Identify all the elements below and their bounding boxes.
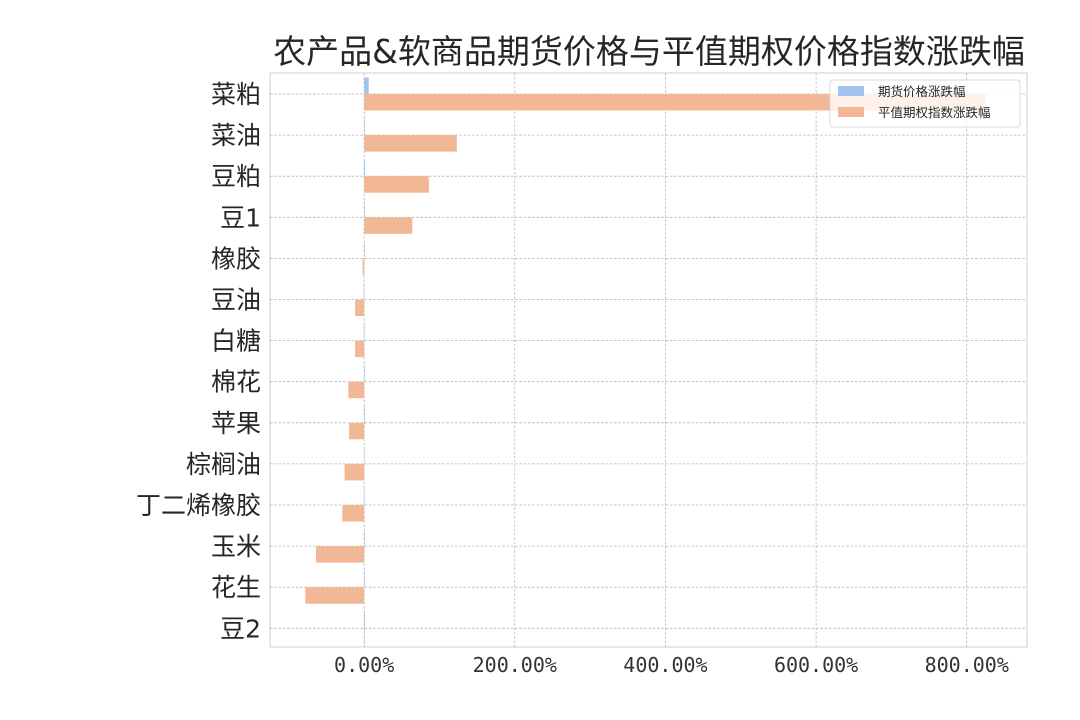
bar-futures	[363, 283, 365, 300]
bar-option	[364, 217, 413, 234]
category-label: 橡胶	[211, 244, 261, 273]
x-axis-ticks: 0.00% 200.00% 400.00% 600.00% 800.00%	[334, 653, 1009, 677]
bar-futures	[364, 241, 365, 259]
category-label: 苹果	[211, 409, 261, 438]
x-tick-label: 0.00%	[334, 653, 394, 677]
x-tick-label: 800.00%	[925, 653, 1009, 677]
category-label: 花生	[211, 573, 261, 602]
chart-title: 农产品&软商品期货价格与平值期权价格指数涨跌幅	[273, 32, 1025, 71]
category-label: 丁二烯橡胶	[136, 491, 261, 520]
category-label: 棕榈油	[186, 450, 261, 479]
legend-swatch	[838, 107, 864, 117]
bar-futures	[364, 611, 365, 629]
bar-option	[342, 505, 365, 522]
bar-futures	[364, 118, 365, 136]
bar-option	[362, 258, 365, 275]
category-label: 白糖	[211, 327, 261, 356]
bar-option	[364, 628, 365, 645]
bar-option	[349, 422, 365, 440]
category-label: 菜粕	[211, 80, 261, 109]
bar-futures	[363, 488, 365, 505]
bar-futures	[364, 200, 365, 218]
bar-option	[348, 381, 365, 399]
bar-futures	[364, 77, 369, 94]
x-tick-label: 600.00%	[774, 653, 858, 677]
bar-futures	[364, 406, 365, 423]
bar-futures	[364, 159, 366, 177]
x-tick-label: 200.00%	[473, 653, 557, 677]
bar-option	[364, 135, 457, 152]
bar-option	[315, 546, 365, 563]
x-tick-label: 400.00%	[623, 653, 707, 677]
category-label: 棉花	[211, 368, 261, 397]
bar-option	[305, 587, 365, 604]
bar-option	[344, 463, 365, 481]
legend-swatch	[838, 86, 864, 96]
bar-option	[364, 176, 429, 193]
bar-futures	[364, 570, 365, 588]
plot-area	[269, 72, 1028, 648]
category-label: 豆1	[220, 203, 261, 232]
bar-futures	[363, 324, 365, 341]
legend-label: 平值期权指数涨跌幅	[878, 105, 991, 120]
bar-futures	[364, 529, 365, 547]
bar-futures	[363, 447, 365, 464]
bars	[305, 77, 986, 645]
category-label: 豆油	[211, 286, 261, 315]
category-label: 豆2	[220, 614, 261, 643]
bar-option	[355, 340, 365, 358]
grid	[270, 73, 1027, 647]
category-label: 玉米	[211, 532, 261, 561]
bar-option	[355, 299, 365, 316]
legend-label: 期货价格涨跌幅	[878, 84, 966, 99]
bar-futures	[364, 365, 365, 382]
category-label: 菜油	[211, 121, 261, 150]
legend-box	[829, 79, 1021, 128]
category-label: 豆粕	[211, 162, 261, 191]
